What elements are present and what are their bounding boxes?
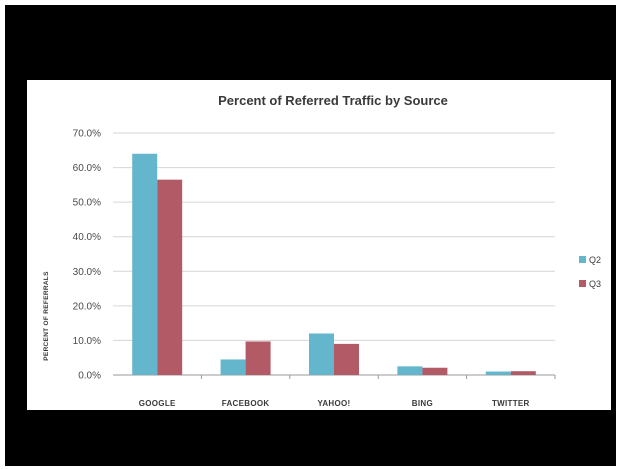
- legend-label: Q2: [589, 255, 601, 265]
- bar-q3: [245, 341, 271, 375]
- legend-label: Q3: [589, 279, 601, 289]
- x-tick-label: FACEBOOK: [222, 399, 270, 408]
- axes: 0.0% 10.0% 20.0% 30.0% 40.0% 50.0% 60.0% 70.0% G…: [73, 129, 556, 408]
- x-tick-label: YAHOO!: [317, 399, 350, 408]
- y-tick-label: 20.0%: [73, 301, 101, 312]
- y-tick-label: 70.0%: [73, 129, 101, 140]
- legend-swatch: [579, 280, 586, 287]
- chart-title: Percent of Referred Traffic by Source: [218, 93, 448, 108]
- y-tick-label: 60.0%: [73, 163, 101, 174]
- video-frame: Percent of Referred Traffic by Source PE…: [5, 5, 616, 466]
- bars: [132, 153, 536, 375]
- bar-q2: [309, 333, 334, 375]
- legend-swatch: [579, 256, 586, 263]
- y-tick-label: 10.0%: [73, 336, 101, 347]
- y-tick-label: 50.0%: [73, 198, 101, 209]
- bar-q2: [485, 371, 511, 375]
- bar-q3: [422, 367, 448, 375]
- gridlines: [113, 132, 555, 376]
- x-tick-label: BING: [412, 399, 433, 408]
- bar-q2: [132, 153, 158, 375]
- y-tick-label: 0.0%: [78, 371, 101, 382]
- chart-card: Percent of Referred Traffic by Source PE…: [27, 80, 611, 410]
- y-axis-label: PERCENT OF REFERRALS: [43, 271, 50, 361]
- bar-q3: [334, 343, 359, 375]
- bar-chart: Percent of Referred Traffic by Source PE…: [43, 93, 601, 408]
- x-tick-label: TWITTER: [492, 399, 530, 408]
- bar-q2: [397, 366, 423, 375]
- x-tick-label: GOOGLE: [139, 399, 176, 408]
- y-tick-label: 40.0%: [73, 232, 101, 243]
- y-tick-label: 30.0%: [73, 267, 101, 278]
- bar-q3: [510, 371, 536, 375]
- bar-q3: [157, 179, 183, 375]
- legend: Q2 Q3: [579, 255, 601, 289]
- bar-q2: [220, 359, 246, 375]
